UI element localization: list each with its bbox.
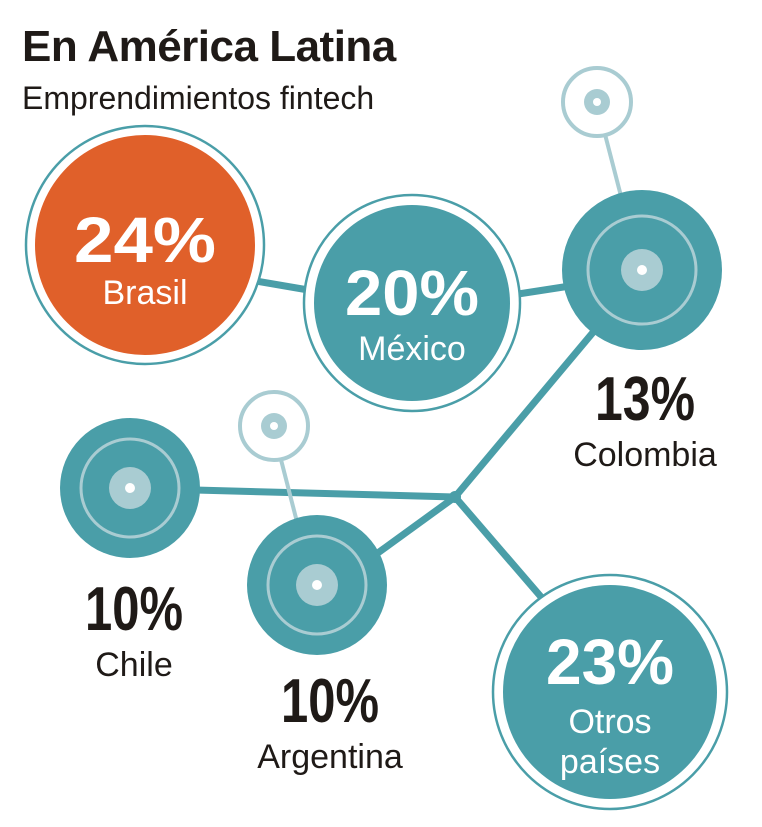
bubble-otros-paises: 23% Otros países [491,573,729,811]
category-label-colombia: Colombia [573,436,717,474]
connector-chile-hub [194,486,456,501]
bubble-argentina: 10% Argentina [247,515,403,776]
bubble-mexico: 20% México [302,193,522,413]
value-label-colombia: 13% [595,365,695,434]
value-label-brasil: 24% [74,204,216,276]
connector-otros-hub [452,494,551,608]
category-label-brasil: Brasil [102,274,187,312]
category-label-otros-paises-line2: países [560,743,660,781]
value-label-argentina: 10% [281,667,379,736]
value-label-mexico: 20% [345,257,479,329]
chart-subtitle: Emprendimientos fintech [22,80,375,116]
connectors [194,114,624,608]
pin-colombia [561,66,633,138]
bubble-brasil: 24% Brasil [24,124,266,366]
value-label-otros-paises: 23% [546,626,674,698]
chart-title: En América Latina [22,22,396,71]
category-label-argentina: Argentina [257,738,403,776]
category-label-mexico: México [358,330,466,368]
hub-node [449,491,461,503]
pin-argentina [238,390,310,462]
category-label-chile: Chile [95,646,172,684]
connector-colombia-hub [452,327,598,500]
bubble-chile: 10% Chile [60,418,200,684]
value-label-chile: 10% [85,575,183,644]
connector-argentina-hub [372,494,458,558]
category-label-otros-paises-line1: Otros [568,703,651,741]
category-label-otros-paises: Otros países [560,703,660,781]
bubble-colombia: 13% Colombia [562,190,722,474]
